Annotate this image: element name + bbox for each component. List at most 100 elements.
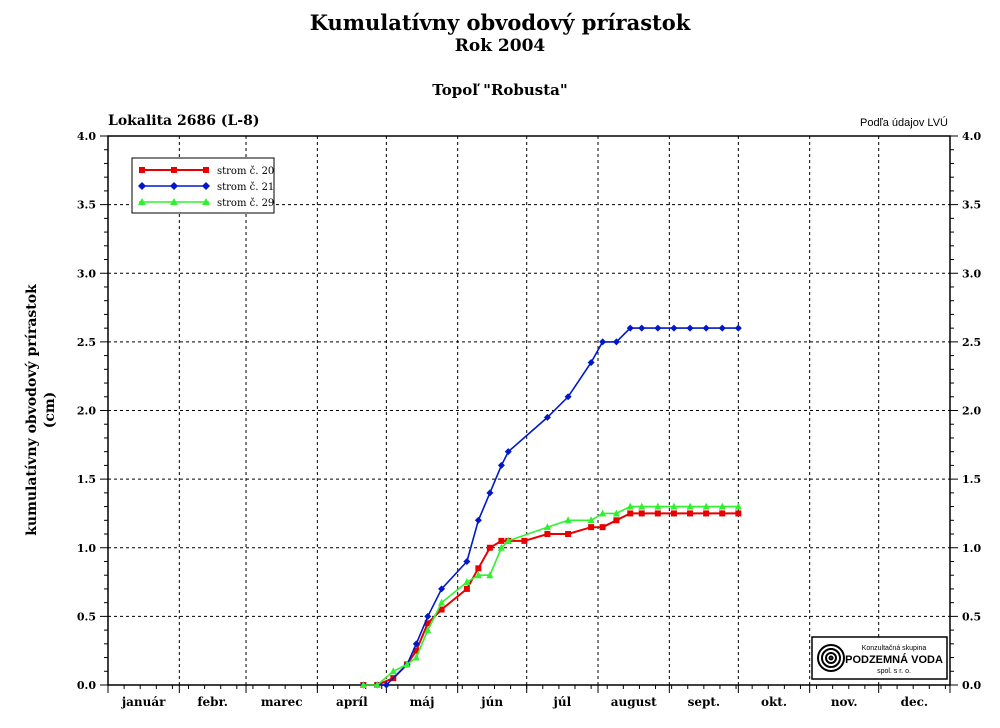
logo-line3: spol. s r. o. [877,668,911,675]
logo-swirl-icon [817,644,845,672]
data-point-21 [412,640,420,648]
logo-line1: Konzultačná skupina [862,645,927,652]
legend-marker-29b [170,198,178,205]
y-tick-label-left: 0.5 [77,610,96,623]
data-point-29 [734,502,742,510]
data-point-21 [543,413,551,421]
data-point-21 [670,324,678,332]
y-tick-label-left: 1.0 [77,542,96,555]
legend-marker-20b [171,167,177,173]
data-point-20 [413,647,420,654]
data-point-20 [613,517,620,524]
data-point-29 [497,543,505,551]
data-point-21 [638,324,646,332]
species-label: Topoľ "Robusta" [432,81,568,99]
y-tick-label-right: 3.5 [962,199,981,212]
logo-line2: PODZEMNÁ VODA [845,653,943,666]
data-point-20 [627,510,634,517]
data-point-20 [670,510,677,517]
data-point-21 [626,324,634,332]
company-logo: Konzultačná skupina PODZEMNÁ VODA spol. … [811,636,948,680]
data-point-29 [564,516,572,524]
data-point-20 [638,510,645,517]
y-tick-label-right: 3.0 [962,267,981,280]
x-month-label: január [121,695,166,709]
legend-entry-20: strom č. 20 [139,166,274,177]
legend-label-29: strom č. 29 [217,198,274,209]
y-tick-label-left: 0.0 [77,679,96,692]
data-point-29 [359,681,367,688]
data-point-29 [486,571,494,579]
x-month-label: nov. [831,695,858,709]
data-point-21 [504,448,512,456]
data-point-21 [424,612,432,620]
x-month-label: marec [261,695,303,709]
x-month-label: máj [410,695,435,709]
data-point-29 [424,626,432,634]
data-point-29 [654,502,662,510]
data-point-29 [403,660,411,668]
x-month-label: apríl [336,695,368,709]
x-month-label: august [611,695,657,709]
x-month-label: sept. [688,695,721,709]
legend-marker-20 [139,167,145,173]
data-point-21 [718,324,726,332]
legend-marker-21b [170,182,178,190]
legend: strom č. 20 strom č. 21 strom č. 29 [131,157,275,214]
x-month-label: dec. [901,695,929,709]
data-point-21 [438,585,446,593]
data-point-29 [587,516,595,524]
data-point-29 [612,509,620,517]
y-tick-label-right: 0.0 [962,679,981,692]
data-point-21 [497,461,505,469]
legend-marker-21 [138,182,146,190]
chart-title: Kumulatívny obvodový prírastok [309,10,691,35]
data-point-29 [626,502,634,510]
x-month-label: febr. [197,695,228,709]
legend-marker-20c [203,167,209,173]
grid [108,136,950,685]
data-point-20 [735,510,742,517]
data-point-20 [588,524,595,531]
data-point-20 [565,531,572,538]
x-month-label: júl [553,695,572,709]
location-label: Lokalita 2686 (L-8) [108,113,260,129]
data-point-21 [463,557,471,565]
y-tick-label-right: 2.5 [962,336,981,349]
legend-label-21: strom č. 21 [217,182,274,193]
series-line-20 [363,512,739,686]
y-tick-label-left: 2.0 [77,405,96,418]
data-point-29 [686,502,694,510]
series-layer [359,324,742,689]
data-point-20 [486,544,493,551]
legend-marker-29c [202,198,210,205]
legend-marker-21c [202,182,210,190]
data-point-29 [474,571,482,579]
data-point-20 [521,537,528,544]
y-tick-label-right: 1.0 [962,542,981,555]
data-point-29 [412,653,420,661]
data-point-29 [718,502,726,510]
data-point-21 [599,338,607,346]
data-point-20 [475,565,482,572]
y-axis-unit: (cm) [42,392,58,429]
data-point-21 [587,358,595,366]
data-point-20 [654,510,661,517]
data-point-29 [389,667,397,675]
y-tick-label-left: 1.5 [77,473,96,486]
data-point-21 [382,681,390,689]
data-point-20 [438,606,445,613]
data-point-20 [599,524,606,531]
data-point-29 [543,523,551,531]
data-point-20 [498,537,505,544]
y-tick-label-left: 4.0 [77,130,96,143]
data-point-20 [544,531,551,538]
data-point-20 [424,620,431,627]
legend-entry-21: strom č. 21 [138,182,274,193]
logo-frame [811,636,948,680]
data-point-29 [438,598,446,606]
y-tick-label-right: 0.5 [962,610,981,623]
data-point-20 [703,510,710,517]
data-point-21 [564,393,572,401]
